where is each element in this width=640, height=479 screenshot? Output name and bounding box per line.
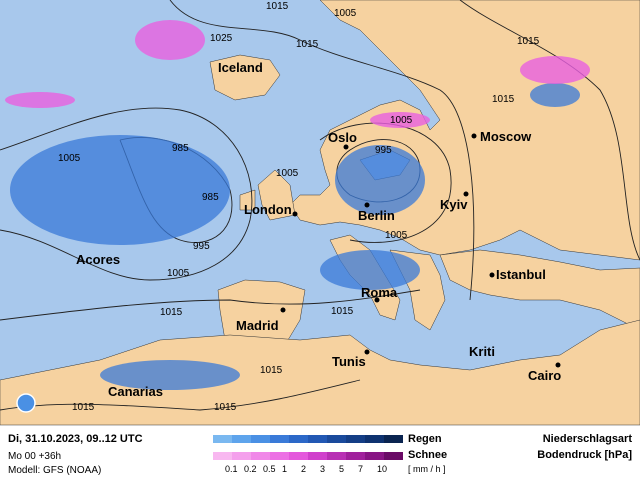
color-swatch (384, 435, 403, 443)
isobar-label: 985 (172, 143, 189, 154)
snow-scale (213, 452, 403, 460)
city-label: Canarias (108, 384, 163, 399)
color-swatch (384, 452, 403, 460)
color-swatch (270, 452, 289, 460)
isobar-label: 1005 (276, 168, 299, 179)
city-dot (471, 133, 477, 139)
color-swatch (213, 435, 232, 443)
city-label: Oslo (328, 130, 357, 145)
city-label: Berlin (358, 208, 395, 223)
color-swatch (289, 452, 308, 460)
color-swatch (213, 452, 232, 460)
color-swatch (289, 435, 308, 443)
city-dot (364, 202, 370, 208)
scale-tick: 7 (358, 464, 364, 474)
city-label: Kriti (469, 344, 495, 359)
scale-tick: 5 (339, 464, 345, 474)
color-swatch (251, 435, 270, 443)
model-name: Modell: GFS (NOAA) (8, 465, 102, 476)
snow-areas (5, 20, 590, 128)
city-dot (555, 362, 561, 368)
color-swatch (251, 452, 270, 460)
city-label: Tunis (332, 354, 366, 369)
city-dot (364, 349, 370, 355)
isobar-label: 1005 (390, 115, 413, 126)
isobar-label: 1025 (210, 33, 233, 44)
rain-areas (10, 83, 580, 390)
isobar-label: 1015 (266, 1, 289, 12)
isobar-label: 1015 (72, 402, 95, 413)
city-dot (489, 272, 495, 278)
isobar-label: 1015 (331, 306, 354, 317)
isobar-label: 1005 (385, 230, 408, 241)
scale-tick: 10 (377, 464, 388, 474)
isobar-label: 1015 (160, 307, 183, 318)
color-swatch (308, 435, 327, 443)
city-label: Cairo (528, 368, 561, 383)
city-label: Istanbul (496, 267, 546, 282)
city-dot (463, 191, 469, 197)
color-swatch (308, 452, 327, 460)
city-label: London (244, 202, 292, 217)
rain-label: Regen (408, 433, 442, 445)
color-swatch (346, 452, 365, 460)
isobar-label: 995 (375, 145, 392, 156)
model-run: Mo 00 +36h (8, 451, 62, 462)
isobar-label: 1005 (58, 153, 81, 164)
city-label: Iceland (218, 60, 263, 75)
color-swatch (232, 435, 251, 443)
color-swatch (346, 435, 365, 443)
isobar-label: 1015 (517, 36, 540, 47)
isobar-label: 1005 (334, 8, 357, 19)
legend: Di, 31.10.2023, 09..12 UTC Mo 00 +36h Mo… (0, 425, 640, 479)
city-dot (343, 144, 349, 150)
city-label: Kyiv (440, 197, 468, 212)
isobar-label: 1015 (214, 402, 237, 413)
scale-tick: 2 (301, 464, 307, 474)
logo-icon (16, 393, 36, 413)
title-pressure: Bodendruck [hPa] (537, 449, 632, 461)
weather-map: Iceland Oslo Moscow London Berlin Kyiv Acores I… (0, 0, 640, 425)
snow-label: Schnee (408, 449, 448, 461)
color-swatch (327, 435, 346, 443)
isobar-label: 1015 (260, 365, 283, 376)
isobar-label: 985 (202, 192, 219, 203)
color-swatch (270, 435, 289, 443)
datetime: Di, 31.10.2023, 09..12 UTC (8, 433, 143, 445)
rain-scale (213, 435, 403, 443)
scale-tick: 1 (282, 464, 288, 474)
city-label: Moscow (480, 129, 532, 144)
scale-tick: 3 (320, 464, 326, 474)
unit: [ mm / h ] (408, 464, 446, 474)
scale-tick: 0.2 (244, 464, 257, 474)
title-precip-type: Niederschlagsart (542, 433, 632, 445)
isobar-label: 1015 (492, 94, 515, 105)
color-swatch (232, 452, 251, 460)
city-dot (280, 307, 286, 313)
city-dot (292, 211, 298, 217)
city-dot (374, 297, 380, 303)
city-label: Madrid (236, 318, 279, 333)
scale-tick: 0.5 (263, 464, 276, 474)
color-swatch (365, 435, 384, 443)
isobar-label: 995 (193, 241, 210, 252)
color-swatch (365, 452, 384, 460)
scale-tick: 0.1 (225, 464, 238, 474)
isobar-label: 1005 (167, 268, 190, 279)
city-label: Acores (76, 252, 120, 267)
color-swatch (327, 452, 346, 460)
isobar-label: 1015 (296, 39, 319, 50)
city-label: Roma (361, 285, 398, 300)
